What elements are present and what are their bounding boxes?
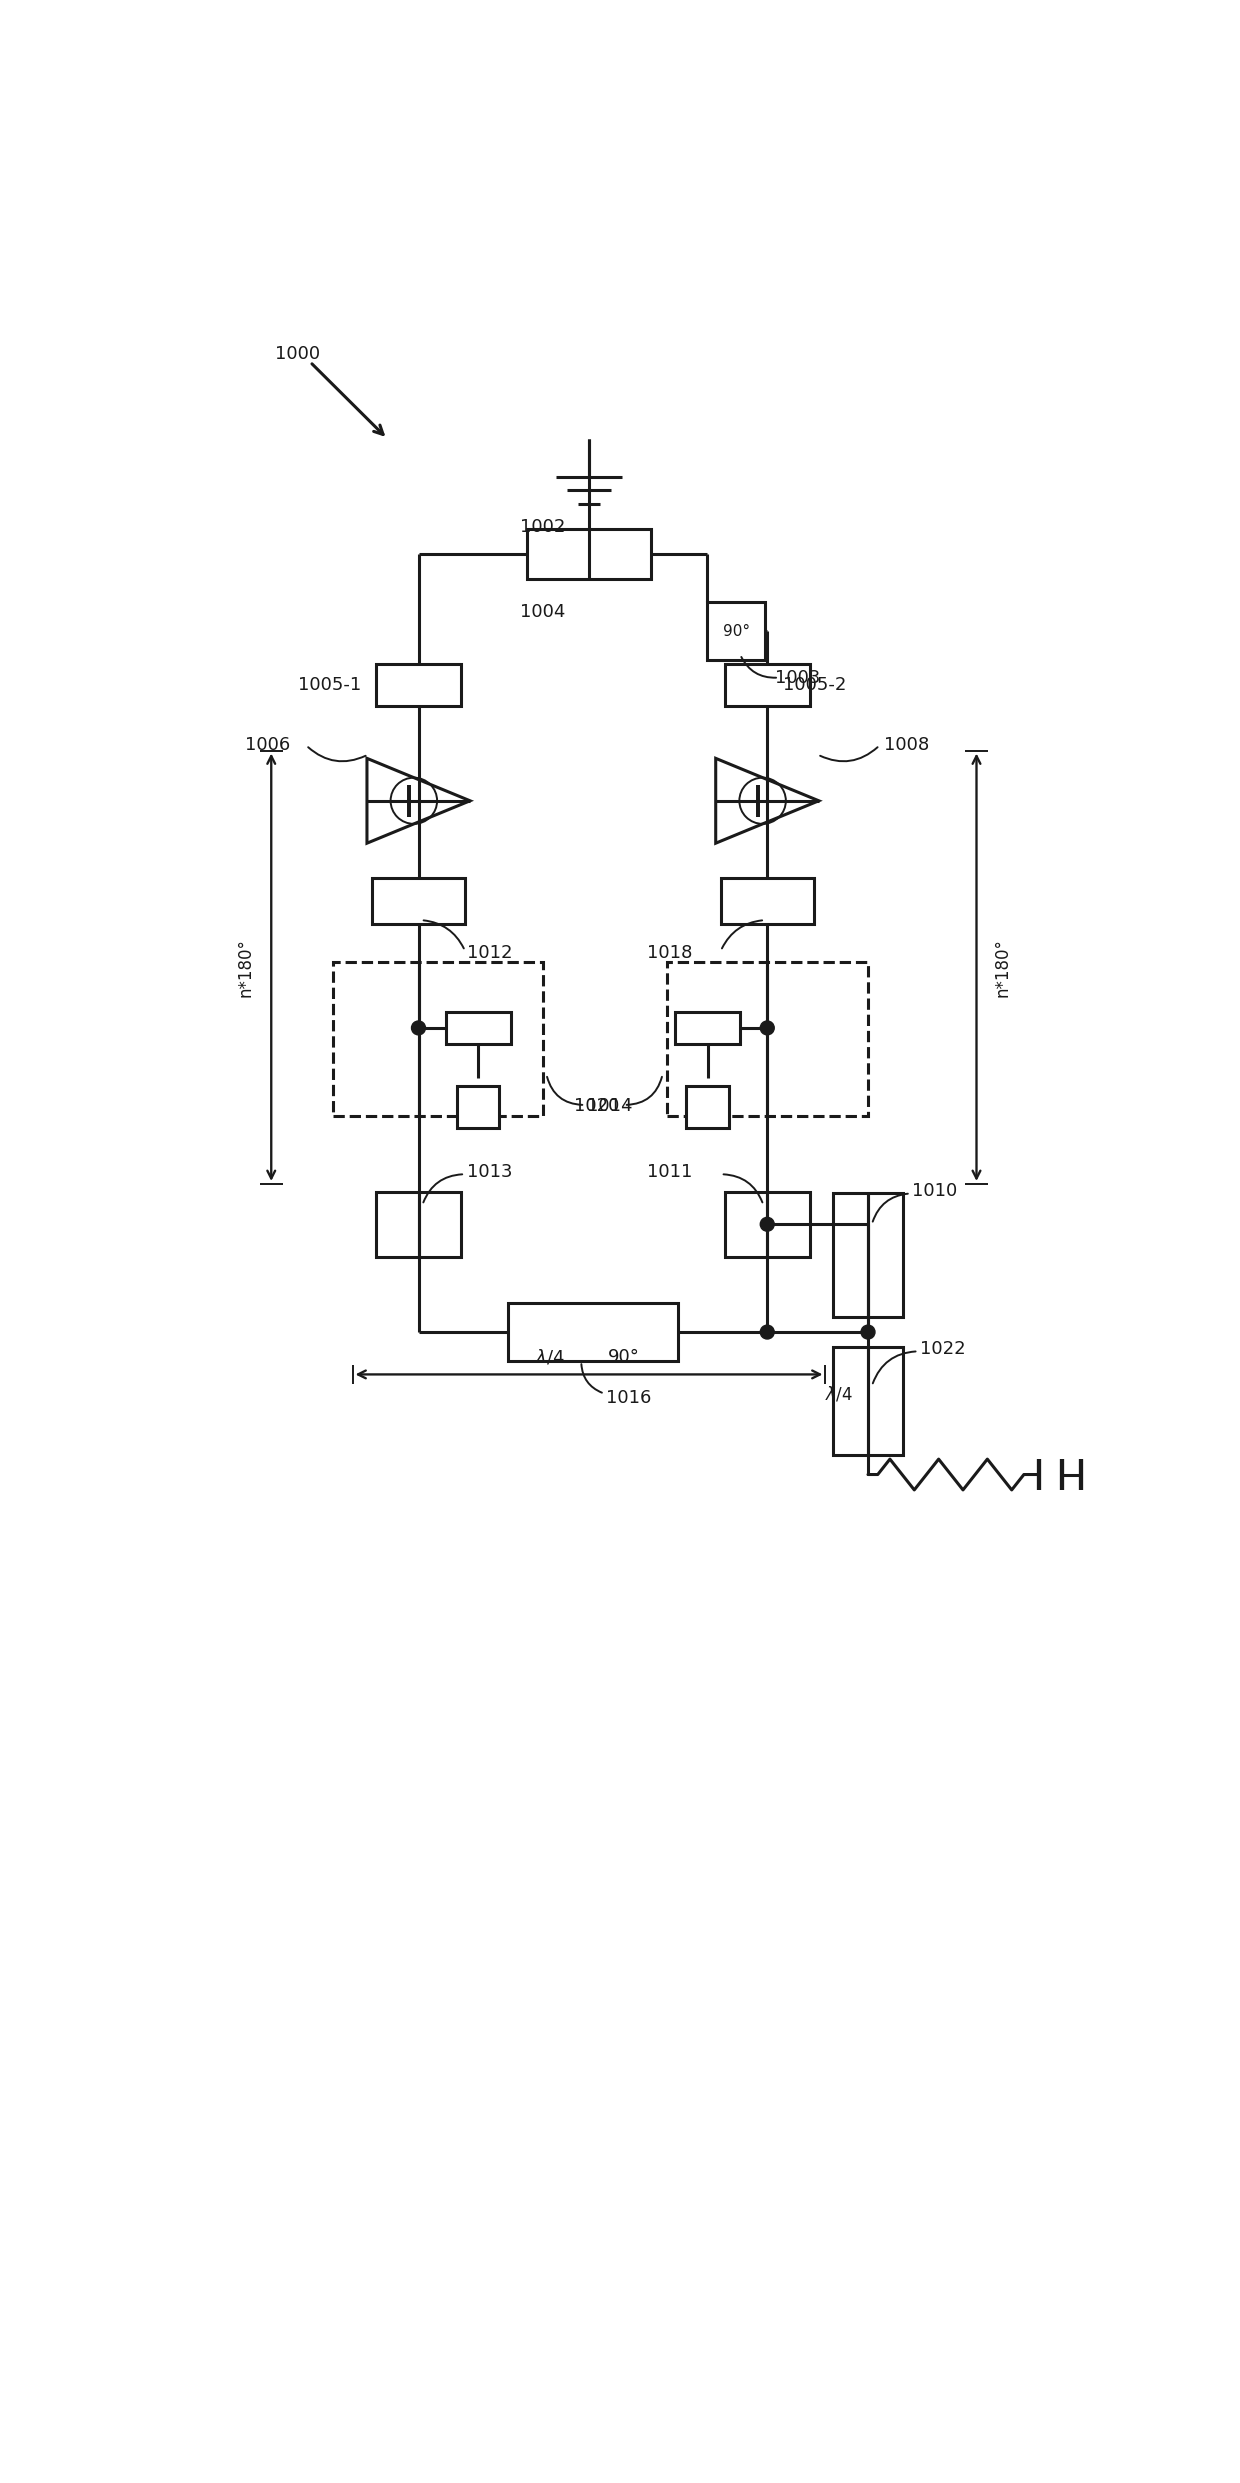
Text: $\lambda$/4: $\lambda$/4 — [536, 1348, 565, 1368]
Bar — [456, 1085, 500, 1127]
Circle shape — [760, 1021, 774, 1035]
Bar — [372, 879, 465, 924]
Bar — [334, 963, 543, 1117]
Bar — [675, 1011, 740, 1043]
Text: 1022: 1022 — [920, 1341, 966, 1358]
Bar — [833, 1194, 903, 1316]
Bar — [707, 603, 765, 660]
Text: 1010: 1010 — [913, 1182, 957, 1199]
Bar — [527, 529, 651, 579]
Text: 1005-1: 1005-1 — [299, 675, 362, 695]
Text: 1008: 1008 — [883, 737, 929, 755]
Circle shape — [861, 1326, 875, 1338]
Text: 90°: 90° — [723, 623, 750, 638]
Text: 1003: 1003 — [775, 668, 821, 688]
Text: 1006: 1006 — [246, 737, 290, 755]
Bar — [686, 1085, 729, 1127]
Text: 1011: 1011 — [647, 1162, 692, 1182]
Text: 1016: 1016 — [606, 1388, 651, 1405]
Bar — [667, 963, 868, 1117]
Text: 1005-2: 1005-2 — [782, 675, 846, 695]
Text: 1000: 1000 — [275, 345, 320, 363]
Text: 1020: 1020 — [573, 1097, 619, 1115]
Text: 1018: 1018 — [647, 944, 692, 963]
Bar — [445, 1011, 511, 1043]
Text: 1004: 1004 — [520, 603, 565, 621]
Circle shape — [760, 1326, 774, 1338]
Text: $\lambda$/4: $\lambda$/4 — [825, 1383, 853, 1403]
Text: 1012: 1012 — [466, 944, 512, 963]
Bar — [833, 1348, 903, 1455]
Text: n*180°: n*180° — [993, 939, 1012, 996]
Circle shape — [760, 1217, 774, 1232]
Bar — [720, 879, 813, 924]
Text: 90°: 90° — [608, 1348, 640, 1366]
Bar — [376, 1192, 461, 1256]
Text: 1002: 1002 — [520, 519, 565, 536]
Bar — [376, 663, 461, 708]
Text: 1014: 1014 — [588, 1097, 632, 1115]
Circle shape — [412, 1021, 425, 1035]
Bar — [507, 1304, 678, 1361]
Bar — [724, 1192, 810, 1256]
Bar — [724, 663, 810, 708]
Text: 1013: 1013 — [466, 1162, 512, 1182]
Text: n*180°: n*180° — [236, 939, 254, 996]
